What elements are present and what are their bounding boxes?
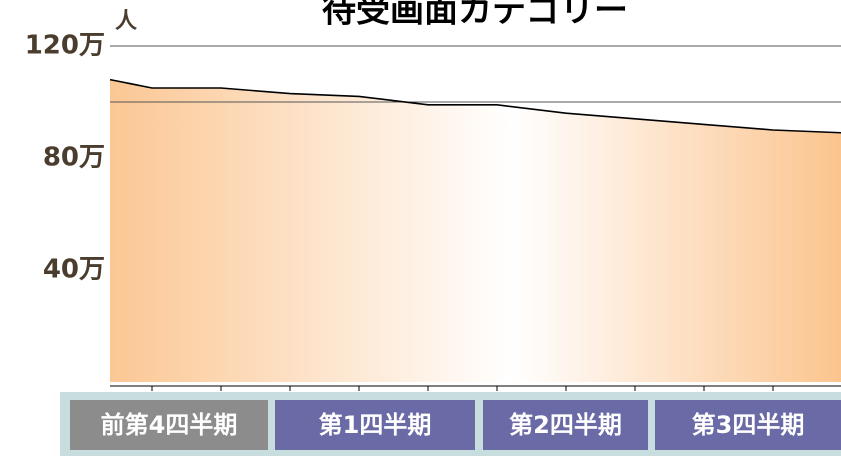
tab-label[interactable]: 第1四半期	[319, 411, 432, 439]
y-tick-label: 120万	[25, 31, 105, 61]
area-line	[109, 78, 841, 134]
tab-button[interactable]	[483, 400, 648, 450]
tab-label[interactable]: 第2四半期	[509, 411, 622, 439]
area-fill	[110, 79, 841, 382]
tab-label[interactable]: 第3四半期	[692, 411, 805, 439]
tab-label[interactable]: 前第4四半期	[101, 411, 238, 439]
y-tick-label: 40万	[43, 255, 105, 285]
tab-button[interactable]	[655, 400, 841, 450]
y-axis-label: 人	[115, 9, 137, 34]
tab-button[interactable]	[275, 400, 475, 450]
y-tick-label: 80万	[43, 143, 105, 173]
tab-button[interactable]	[70, 400, 268, 450]
chart-title: 待受画面カテゴリー	[322, 0, 628, 31]
